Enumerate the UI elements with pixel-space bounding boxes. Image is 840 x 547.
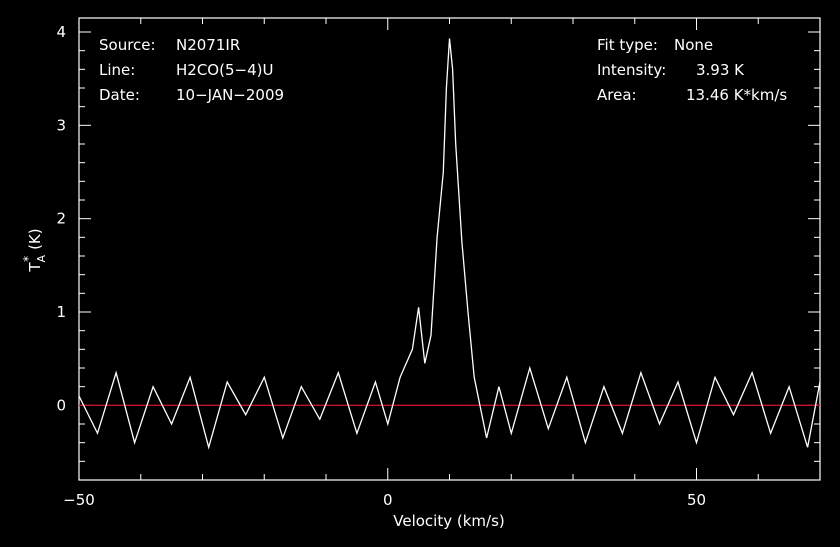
fit-type-label: Fit type:	[597, 36, 658, 54]
y-tick-label: 3	[56, 116, 66, 134]
y-axis-title-sub: A	[35, 254, 48, 262]
fit-type-value: None	[674, 36, 714, 54]
date-label: Date:	[99, 86, 140, 104]
intensity-label: Intensity:	[597, 61, 667, 79]
y-axis-title-main: T	[26, 262, 44, 273]
source-value: N2071IR	[176, 36, 241, 54]
line-label: Line:	[99, 61, 136, 79]
source-label: Source:	[99, 36, 156, 54]
y-axis-title-unit: (K)	[26, 228, 44, 250]
y-tick-label: 1	[56, 303, 66, 321]
date-value: 10−JAN−2009	[176, 86, 285, 104]
y-tick-label: 4	[56, 23, 66, 41]
line-value: H2CO(5−4)U	[176, 61, 274, 79]
spectrum-line	[78, 38, 821, 450]
y-tick-label: 2	[56, 210, 66, 228]
area-label: Area:	[597, 86, 637, 104]
x-tick-label: −50	[63, 491, 95, 509]
axis-tick-labels: −50 0 50 0 1 2 3 4	[56, 23, 706, 509]
x-axis-title: Velocity (km/s)	[393, 512, 504, 530]
area-value: 13.46 K*km/s	[686, 86, 788, 104]
x-tick-label: 50	[687, 491, 706, 509]
axis-ticks	[78, 18, 821, 481]
svg-text:TA*(K): TA* (K)	[21, 228, 48, 272]
intensity-value: 3.93 K	[696, 61, 745, 79]
y-axis-title: TA* (K)	[21, 228, 48, 272]
x-tick-label: 0	[383, 491, 393, 509]
y-axis-title-sup: *	[21, 256, 35, 262]
y-tick-label: 0	[56, 396, 66, 414]
